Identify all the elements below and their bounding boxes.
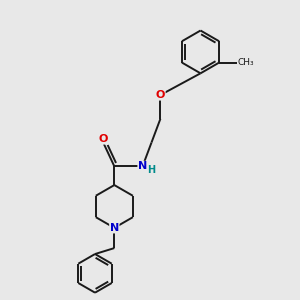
Text: CH₃: CH₃ [238, 58, 254, 67]
Text: O: O [99, 134, 108, 144]
Text: O: O [156, 90, 165, 100]
Text: N: N [110, 223, 119, 233]
Text: N: N [138, 161, 147, 171]
Text: H: H [147, 165, 155, 175]
